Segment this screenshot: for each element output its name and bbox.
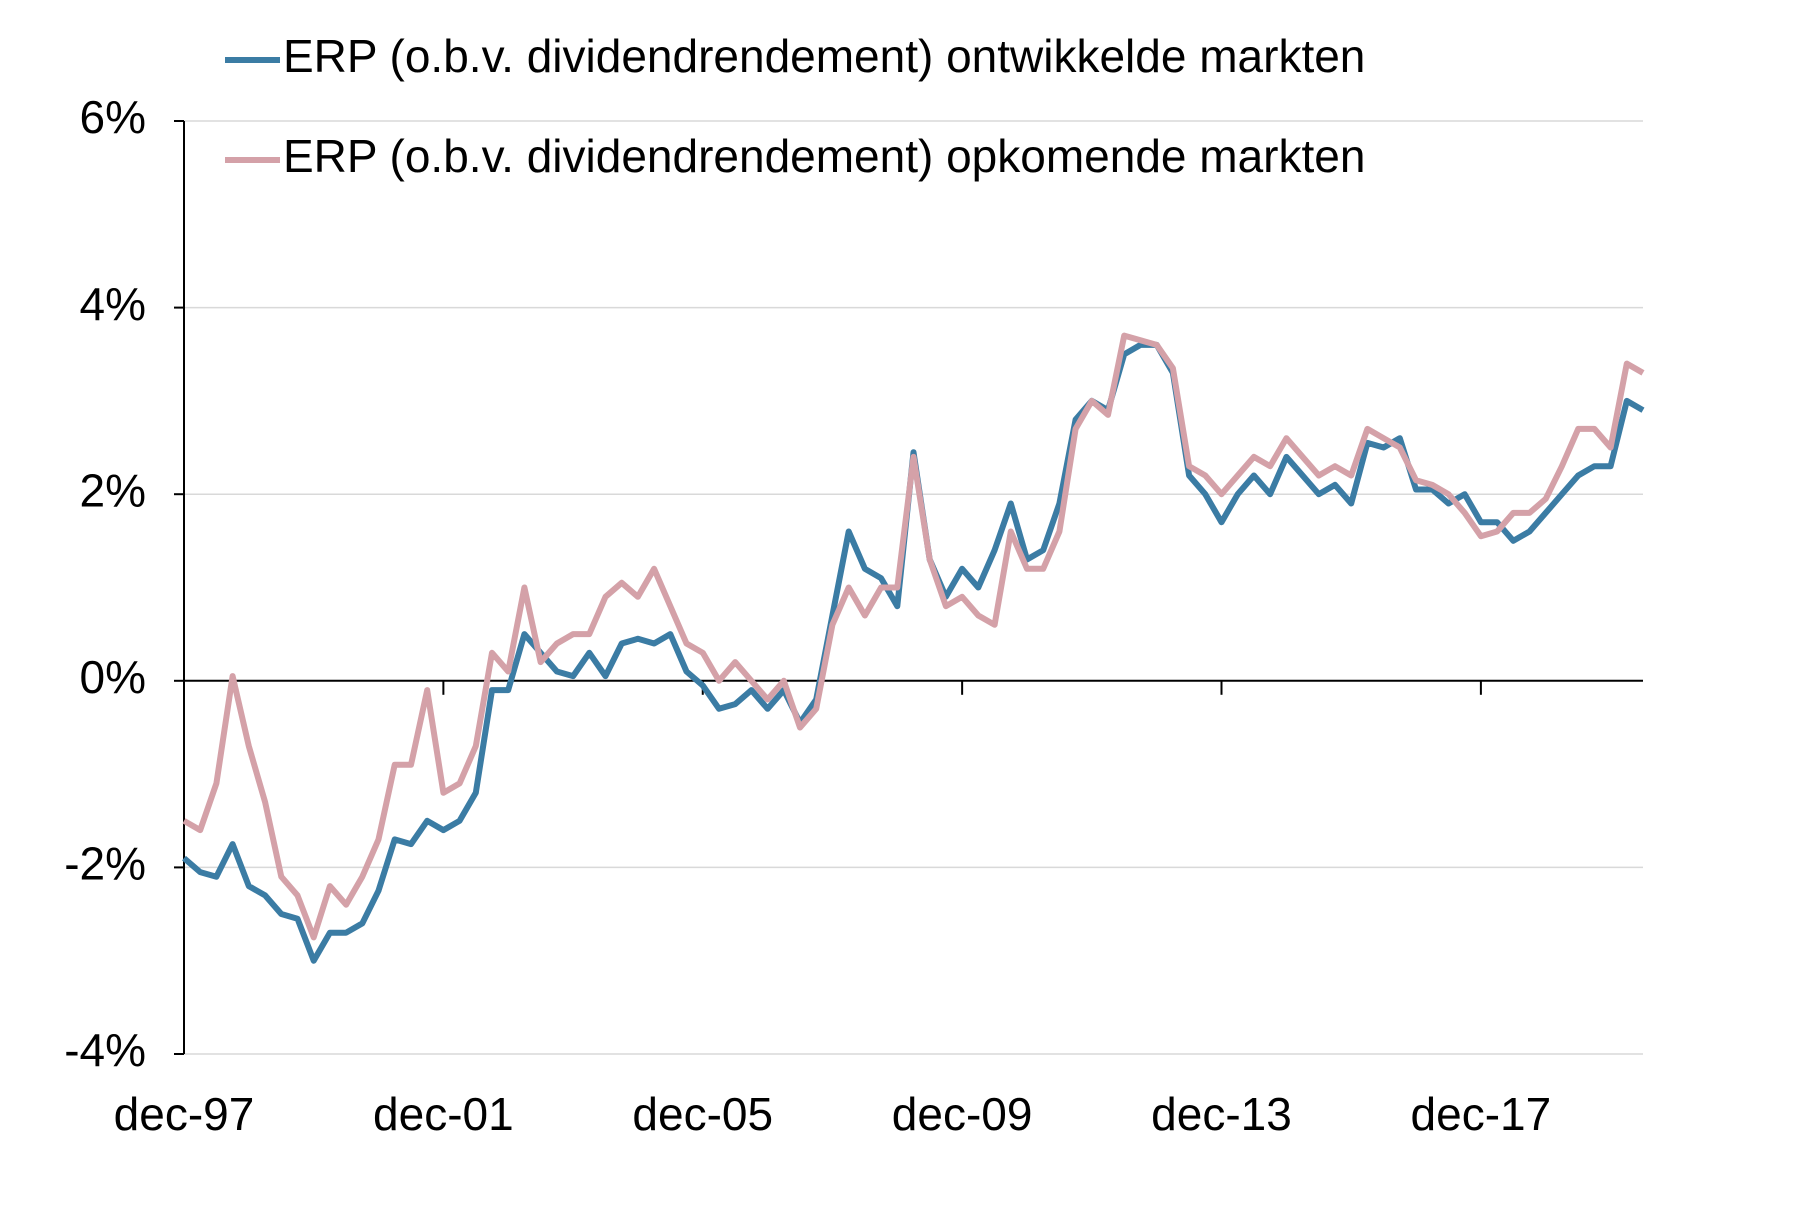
x-tick-label: dec-05 [632, 1088, 773, 1140]
x-tick-label: dec-09 [892, 1088, 1033, 1140]
y-tick-label: -2% [64, 838, 146, 890]
y-tick-label: 2% [80, 464, 146, 516]
x-tick-label: dec-17 [1411, 1088, 1552, 1140]
x-tick-label: dec-97 [114, 1088, 255, 1140]
y-tick-label: 4% [80, 278, 146, 330]
y-tick-label: -4% [64, 1024, 146, 1076]
legend-label: ERP (o.b.v. dividendrendement) ontwikkel… [283, 30, 1365, 82]
x-tick-label: dec-13 [1151, 1088, 1292, 1140]
y-tick-label: 6% [80, 91, 146, 143]
series-line [182, 341, 1645, 964]
series-line [182, 332, 1645, 941]
x-tick-label: dec-01 [373, 1088, 514, 1140]
y-tick-label: 0% [80, 651, 146, 703]
legend-label: ERP (o.b.v. dividendrendement) opkomende… [283, 130, 1365, 182]
